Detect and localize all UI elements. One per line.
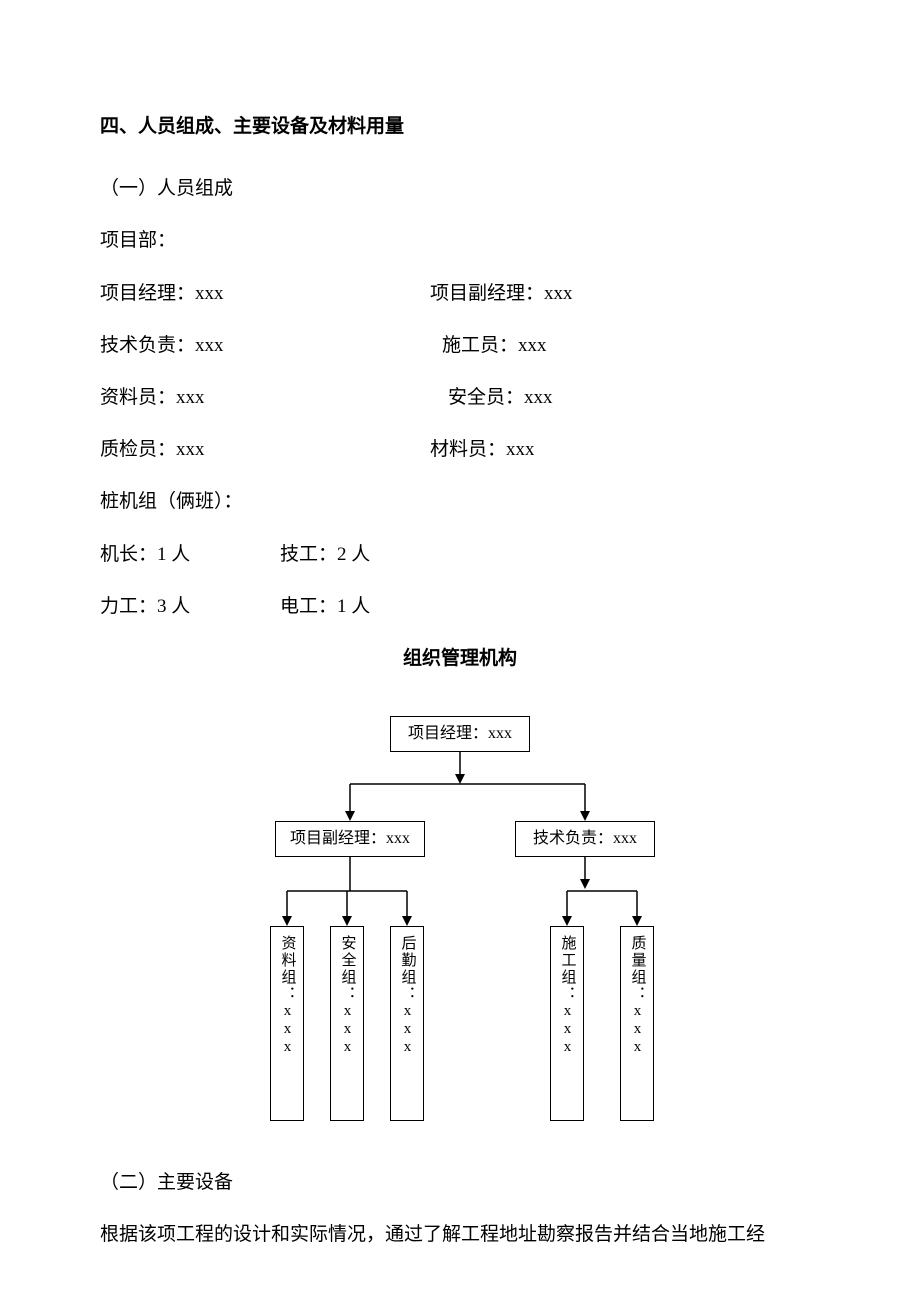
subsection-2: （二）主要设备 — [100, 1166, 820, 1200]
row-left: 项目经理：xxx — [100, 277, 430, 311]
row-left: 质检员：xxx — [100, 433, 430, 467]
row-right: 安全员：xxx — [430, 381, 820, 415]
node-quality-group: 质量组：xxx — [620, 926, 654, 1121]
node-construction-group: 施工组：xxx — [550, 926, 584, 1121]
org-chart: 项目经理：xxx 项目副经理：xxx 技术负责：xxx 资料组：xxx 安全组：… — [200, 716, 720, 1136]
team-right: 电工：1 人 — [280, 590, 820, 624]
team-left: 力工：3 人 — [100, 590, 280, 624]
personnel-row: 项目经理：xxx 项目副经理：xxx — [100, 277, 820, 311]
chart-title: 组织管理机构 — [100, 642, 820, 676]
node-data-group: 资料组：xxx — [270, 926, 304, 1121]
row-right: 材料员：xxx — [430, 433, 820, 467]
row-right: 施工员：xxx — [430, 329, 820, 363]
subsection-1: （一）人员组成 — [100, 172, 820, 206]
node-tech-lead: 技术负责：xxx — [515, 821, 655, 857]
row-left: 技术负责：xxx — [100, 329, 430, 363]
row-right: 项目副经理：xxx — [430, 277, 820, 311]
personnel-row: 质检员：xxx 材料员：xxx — [100, 433, 820, 467]
body-paragraph: 根据该项工程的设计和实际情况，通过了解工程地址勘察报告并结合当地施工经 — [100, 1218, 820, 1252]
team-header: 桩机组（俩班）： — [100, 485, 820, 519]
team-right: 技工：2 人 — [280, 538, 820, 572]
team-row: 机长：1 人 技工：2 人 — [100, 538, 820, 572]
dept-label: 项目部： — [100, 224, 820, 258]
node-deputy-manager: 项目副经理：xxx — [275, 821, 425, 857]
personnel-row: 资料员：xxx 安全员：xxx — [100, 381, 820, 415]
row-left: 资料员：xxx — [100, 381, 430, 415]
section-title: 四、人员组成、主要设备及材料用量 — [100, 110, 820, 144]
node-logistics-group: 后勤组：xxx — [390, 926, 424, 1121]
team-left: 机长：1 人 — [100, 538, 280, 572]
node-safety-group: 安全组：xxx — [330, 926, 364, 1121]
node-project-manager: 项目经理：xxx — [390, 716, 530, 752]
personnel-row: 技术负责：xxx 施工员：xxx — [100, 329, 820, 363]
team-row: 力工：3 人 电工：1 人 — [100, 590, 820, 624]
